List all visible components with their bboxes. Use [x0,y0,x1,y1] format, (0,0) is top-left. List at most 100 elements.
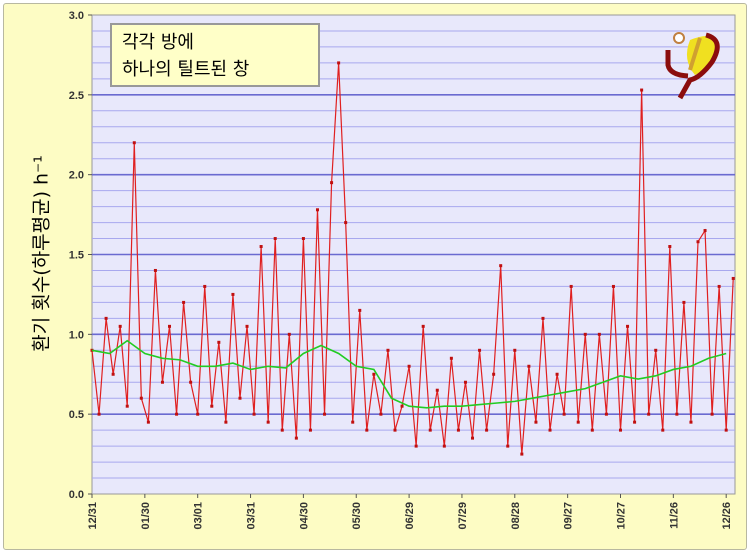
y-tick-label: 2.5 [69,90,84,102]
data-point [146,420,150,424]
data-point [618,428,622,432]
x-tick-label: 07/29 [457,502,469,530]
data-point [245,324,249,328]
data-point [724,428,728,432]
x-tick-label: 09/27 [563,502,575,530]
data-point [301,237,305,241]
legend-box: 각각 방에 하나의 틸트된 창 [110,23,320,87]
data-point [471,436,475,440]
y-tick-label: 0.5 [69,409,84,421]
data-point [259,245,263,249]
data-point [478,348,482,352]
data-point [703,229,707,233]
data-point [400,404,404,408]
data-point [421,324,425,328]
y-tick-label: 1.5 [69,250,84,262]
data-point [168,324,172,328]
data-point [189,380,193,384]
data-point [541,316,545,320]
data-point [337,61,341,65]
data-point [611,284,615,288]
data-point [520,452,524,456]
data-point [182,300,186,304]
data-point [139,396,143,400]
x-tick-label: 12/31 [87,502,99,530]
data-point [534,420,538,424]
data-point [449,356,453,360]
data-point [463,380,467,384]
data-point [626,324,630,328]
data-point [435,388,439,392]
data-point [315,208,319,212]
data-point [597,332,601,336]
data-point [527,364,531,368]
data-point [576,420,580,424]
x-tick-label: 06/29 [404,502,416,530]
data-point [492,372,496,376]
data-point [273,237,277,241]
data-point [647,412,651,416]
data-point [654,348,658,352]
data-point [308,428,312,432]
data-point [640,88,644,92]
data-point [280,428,284,432]
data-point [513,348,517,352]
data-point [358,308,362,312]
data-point [428,428,432,432]
x-tick-label: 12/26 [721,502,733,530]
x-tick-label: 11/26 [668,502,680,529]
x-tick-label: 01/30 [140,502,152,530]
data-point [266,420,270,424]
data-point [386,348,390,352]
data-point [442,444,446,448]
data-point [104,316,108,320]
data-point [675,412,679,416]
data-point [330,181,334,185]
data-point [569,284,573,288]
y-tick-label: 0.0 [69,489,84,501]
data-point [717,284,721,288]
data-point [555,372,559,376]
data-point [238,396,242,400]
data-point [407,364,411,368]
x-tick-label: 08/28 [510,502,522,530]
data-point [323,412,327,416]
data-point [344,221,348,225]
data-point [153,268,157,272]
data-point [661,428,665,432]
x-tick-label: 03/31 [246,502,258,530]
x-tick-label: 03/01 [193,502,205,530]
data-point [583,332,587,336]
x-tick-label: 04/30 [298,502,310,530]
data-point [252,412,256,416]
data-point [111,372,115,376]
series-line-moving-average [91,339,727,409]
data-point [456,428,460,432]
data-point [132,141,136,145]
data-point [548,428,552,432]
data-point [210,404,214,408]
data-point [231,292,235,296]
data-point [196,412,200,416]
y-tick-label: 1.0 [69,329,84,341]
legend-line-2: 하나의 틸트된 창 [122,59,250,80]
data-point [97,412,101,416]
data-point [506,444,510,448]
data-point [365,428,369,432]
data-point [118,324,122,328]
data-point [731,276,735,280]
data-point [682,300,686,304]
data-point [175,412,179,416]
y-tick-label: 2.0 [69,170,84,182]
logo-icon [665,32,720,100]
data-point [203,284,207,288]
data-point [633,420,637,424]
data-point [379,412,383,416]
data-point [710,412,714,416]
data-point [604,412,608,416]
data-point [372,372,376,376]
data-point [590,428,594,432]
y-tick-label: 3.0 [69,10,84,22]
data-point [393,428,397,432]
